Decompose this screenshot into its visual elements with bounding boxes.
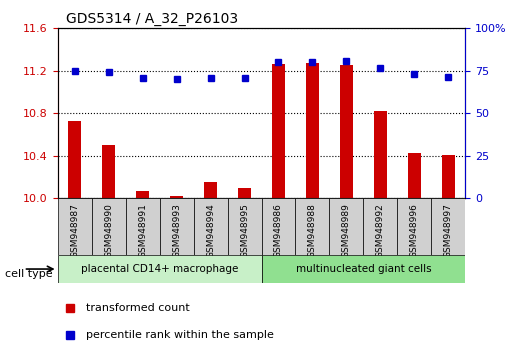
Text: GDS5314 / A_32_P26103: GDS5314 / A_32_P26103 <box>66 12 238 26</box>
Bar <box>237 188 252 198</box>
Text: GSM948991: GSM948991 <box>138 203 147 258</box>
Text: transformed count: transformed count <box>86 303 190 313</box>
Bar <box>262 198 295 255</box>
Bar <box>204 182 218 198</box>
Bar <box>431 198 465 255</box>
Bar <box>169 196 184 198</box>
Bar <box>58 255 262 283</box>
Bar <box>272 64 286 198</box>
Text: GSM948994: GSM948994 <box>206 203 215 257</box>
Bar <box>374 111 388 198</box>
Bar <box>160 198 194 255</box>
Bar <box>67 121 82 198</box>
Bar <box>228 198 262 255</box>
Bar <box>194 198 228 255</box>
Bar <box>126 198 160 255</box>
Text: GSM948996: GSM948996 <box>410 203 419 258</box>
Text: GSM948986: GSM948986 <box>274 203 283 258</box>
Text: GSM948995: GSM948995 <box>240 203 249 258</box>
Bar <box>262 255 465 283</box>
Text: GSM948987: GSM948987 <box>70 203 79 258</box>
Bar <box>136 191 150 198</box>
Bar <box>363 198 397 255</box>
Bar <box>340 65 353 198</box>
Bar <box>295 198 329 255</box>
Text: multinucleated giant cells: multinucleated giant cells <box>295 264 431 274</box>
Text: GSM948989: GSM948989 <box>342 203 351 258</box>
Text: GSM948988: GSM948988 <box>308 203 317 258</box>
Bar <box>397 198 431 255</box>
Bar <box>442 155 456 198</box>
Bar <box>101 145 116 198</box>
Bar <box>305 63 319 198</box>
Text: GSM948990: GSM948990 <box>104 203 113 258</box>
Bar <box>329 198 363 255</box>
Bar <box>408 153 422 198</box>
Text: GSM948993: GSM948993 <box>172 203 181 258</box>
Text: cell type: cell type <box>5 269 53 279</box>
Bar <box>92 198 126 255</box>
Text: GSM948997: GSM948997 <box>444 203 453 258</box>
Text: percentile rank within the sample: percentile rank within the sample <box>86 330 274 341</box>
Text: GSM948992: GSM948992 <box>376 203 385 257</box>
Text: placental CD14+ macrophage: placental CD14+ macrophage <box>81 264 238 274</box>
Bar <box>58 198 92 255</box>
